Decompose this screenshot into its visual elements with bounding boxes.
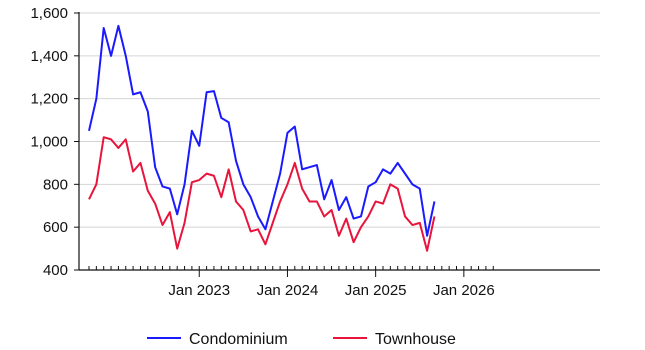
legend: Condominium Townhouse bbox=[147, 331, 456, 348]
x-tick-label: Jan 2025 bbox=[345, 282, 407, 299]
x-tick-label: Jan 2024 bbox=[257, 282, 319, 299]
series-line-townhouse bbox=[88, 136, 436, 252]
axes: 400 600 800 1,000 1,200 1,400 1,600 Jan 2023 Jan… bbox=[30, 5, 600, 299]
x-tick-label: Jan 2023 bbox=[168, 282, 230, 299]
x-tick-label: Jan 2026 bbox=[433, 282, 495, 299]
gridlines bbox=[79, 12, 600, 228]
y-tick-label: 1,600 bbox=[30, 5, 68, 22]
y-tick-label: 600 bbox=[43, 219, 68, 236]
y-tick-label: 800 bbox=[43, 176, 68, 193]
y-tick-label: 400 bbox=[43, 262, 68, 279]
series-lines bbox=[88, 24, 436, 252]
y-tick-label: 1,400 bbox=[30, 48, 68, 65]
y-tick-label: 1,000 bbox=[30, 134, 68, 151]
legend-label-townhouse: Townhouse bbox=[375, 331, 456, 348]
series-line-condominium bbox=[88, 24, 436, 237]
y-tick-label: 1,200 bbox=[30, 91, 68, 108]
legend-label-condominium: Condominium bbox=[189, 331, 288, 348]
